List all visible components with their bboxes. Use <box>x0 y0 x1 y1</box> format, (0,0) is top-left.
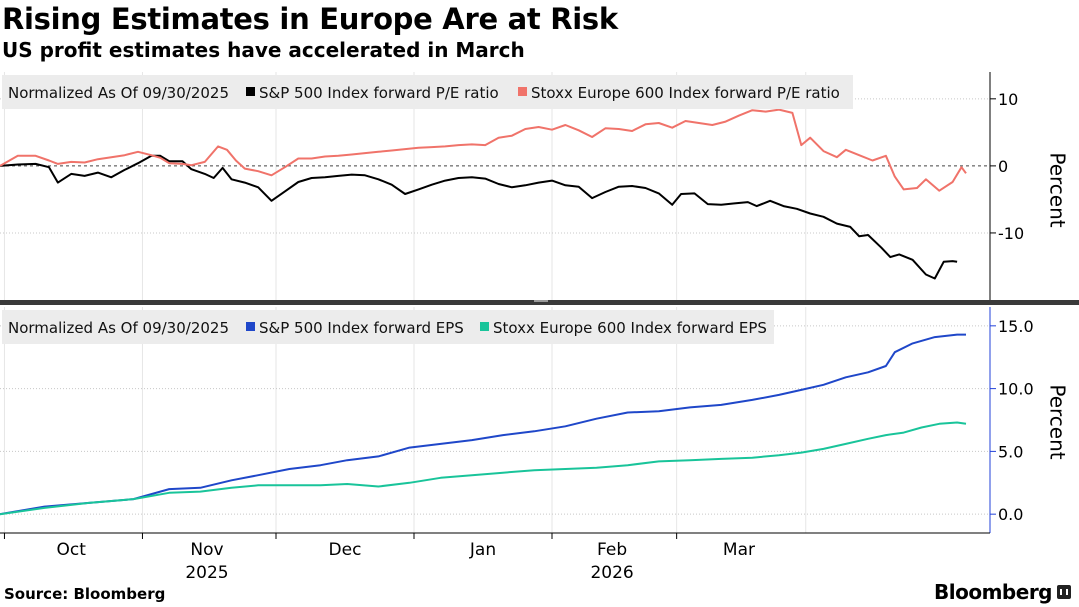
y-tick-label: 0 <box>998 157 1008 176</box>
legend: Normalized As Of 09/30/2025 S&P 500 Index… <box>2 310 774 344</box>
chart-subtitle: US profit estimates have accelerated in … <box>2 38 525 62</box>
legend-label: Stoxx Europe 600 Index forward EPS <box>493 319 767 337</box>
legend-swatch <box>518 87 527 96</box>
y-tick-label: -10 <box>998 224 1024 243</box>
y-axis-title: Percent <box>1046 384 1070 459</box>
y-tick-label: 5.0 <box>998 442 1023 461</box>
brand-name: Bloomberg <box>934 580 1052 604</box>
legend-swatch <box>246 87 255 96</box>
x-tick-label: Dec <box>329 540 362 560</box>
legend-prefix: Normalized As Of 09/30/2025 <box>8 84 229 102</box>
x-tick-label: Oct <box>57 540 87 560</box>
panel-resize-handle <box>534 300 548 302</box>
chart-title: Rising Estimates in Europe Are at Risk <box>2 2 618 36</box>
legend-label: S&P 500 Index forward EPS <box>259 319 464 337</box>
legend-label: S&P 500 Index forward P/E ratio <box>259 84 499 102</box>
x-tick-label: Mar <box>723 540 755 560</box>
legend-label: Stoxx Europe 600 Index forward P/E ratio <box>531 84 840 102</box>
bloomberg-terminal-icon <box>1057 585 1071 599</box>
panel-separator <box>0 300 1079 305</box>
series-line-2-1 <box>0 333 966 516</box>
legend-background <box>2 75 853 109</box>
y-axis-title: Percent <box>1046 152 1070 227</box>
x-tick-label: Feb <box>597 540 627 560</box>
legend-swatch <box>480 322 489 331</box>
x-tick-label: Jan <box>469 540 496 560</box>
y-tick-label: 10 <box>998 90 1018 109</box>
y-tick-label: 0.0 <box>998 505 1023 524</box>
x-year-label: 2026 <box>590 563 633 583</box>
y-tick-label: 15.0 <box>998 317 1034 336</box>
legend: Normalized As Of 09/30/2025 S&P 500 Index… <box>2 75 853 109</box>
legend-prefix: Normalized As Of 09/30/2025 <box>8 319 229 337</box>
x-year-label: 2025 <box>185 563 228 583</box>
legend-background <box>2 310 774 344</box>
x-tick-label: Nov <box>190 540 223 560</box>
y-tick-label: 10.0 <box>998 380 1034 399</box>
series-line-1-1 <box>0 154 958 280</box>
series-line-1-2 <box>0 108 967 192</box>
legend-swatch <box>246 322 255 331</box>
brand-logo: Bloomberg <box>934 580 1071 604</box>
source-note: Source: Bloomberg <box>4 585 166 603</box>
series-line-2-2 <box>0 421 967 516</box>
